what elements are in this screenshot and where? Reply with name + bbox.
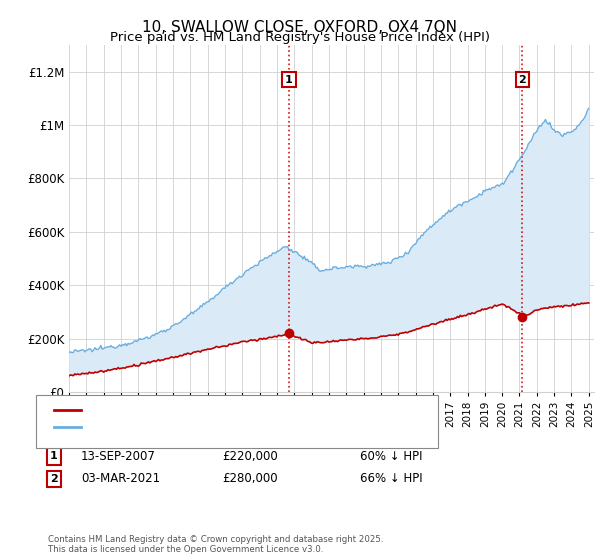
Text: 10, SWALLOW CLOSE, OXFORD, OX4 7QN: 10, SWALLOW CLOSE, OXFORD, OX4 7QN	[143, 20, 458, 35]
Text: 03-MAR-2021: 03-MAR-2021	[81, 472, 160, 486]
Text: 2: 2	[518, 74, 526, 85]
Text: 1: 1	[50, 451, 58, 461]
Text: 10, SWALLOW CLOSE, OXFORD, OX4 7QN (detached house): 10, SWALLOW CLOSE, OXFORD, OX4 7QN (deta…	[87, 405, 397, 415]
Text: Price paid vs. HM Land Registry's House Price Index (HPI): Price paid vs. HM Land Registry's House …	[110, 31, 490, 44]
Text: £280,000: £280,000	[222, 472, 278, 486]
Text: Contains HM Land Registry data © Crown copyright and database right 2025.
This d: Contains HM Land Registry data © Crown c…	[48, 535, 383, 554]
Text: £220,000: £220,000	[222, 450, 278, 463]
Text: 1: 1	[285, 74, 293, 85]
Text: 2: 2	[50, 474, 58, 484]
Text: 66% ↓ HPI: 66% ↓ HPI	[360, 472, 422, 486]
Text: HPI: Average price, detached house, Oxford: HPI: Average price, detached house, Oxfo…	[87, 422, 315, 432]
Text: 13-SEP-2007: 13-SEP-2007	[81, 450, 156, 463]
Text: 60% ↓ HPI: 60% ↓ HPI	[360, 450, 422, 463]
